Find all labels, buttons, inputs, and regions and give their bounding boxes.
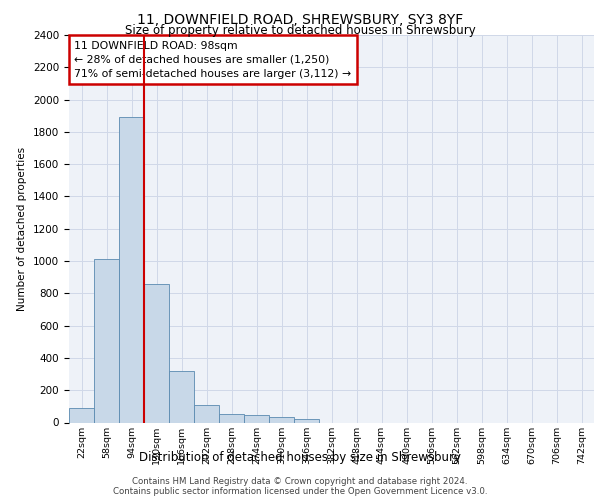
Bar <box>219 414 244 422</box>
Text: Contains HM Land Registry data © Crown copyright and database right 2024.: Contains HM Land Registry data © Crown c… <box>132 476 468 486</box>
Text: 11, DOWNFIELD ROAD, SHREWSBURY, SY3 8YF: 11, DOWNFIELD ROAD, SHREWSBURY, SY3 8YF <box>137 12 463 26</box>
Bar <box>119 118 144 422</box>
Text: Size of property relative to detached houses in Shrewsbury: Size of property relative to detached ho… <box>125 24 475 37</box>
Bar <box>269 417 294 422</box>
Text: 11 DOWNFIELD ROAD: 98sqm
← 28% of detached houses are smaller (1,250)
71% of sem: 11 DOWNFIELD ROAD: 98sqm ← 28% of detach… <box>74 41 352 79</box>
Y-axis label: Number of detached properties: Number of detached properties <box>17 146 28 311</box>
Bar <box>169 371 194 422</box>
Text: Contains public sector information licensed under the Open Government Licence v3: Contains public sector information licen… <box>113 486 487 496</box>
Bar <box>94 260 119 422</box>
Text: Distribution of detached houses by size in Shrewsbury: Distribution of detached houses by size … <box>139 451 461 464</box>
Bar <box>144 284 169 422</box>
Bar <box>244 415 269 422</box>
Bar <box>194 404 219 422</box>
Bar <box>294 420 319 422</box>
Bar <box>69 408 94 422</box>
